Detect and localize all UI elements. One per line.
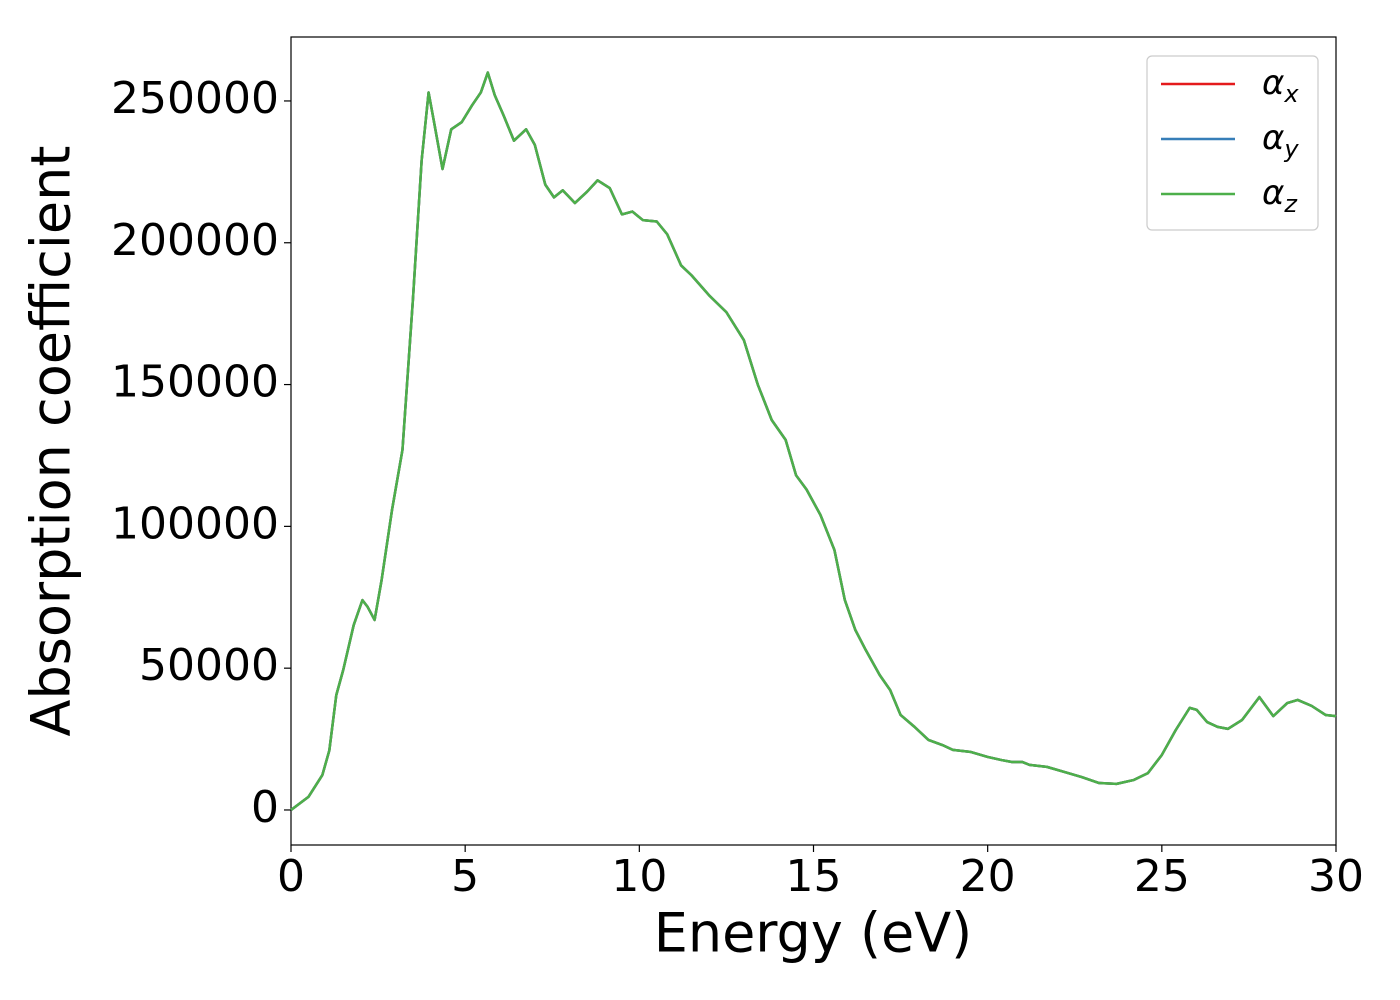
legend-label: αx <box>1262 63 1299 108</box>
legend-label: αz <box>1262 173 1298 218</box>
y-tick-label: 100000 <box>111 498 279 549</box>
series-line <box>290 71 1337 811</box>
y-tick-label: 250000 <box>111 73 279 124</box>
legend-box <box>1146 55 1319 231</box>
y-tick-label: 150000 <box>111 357 279 408</box>
y-tick-label: 200000 <box>111 215 279 266</box>
x-tick-label: 0 <box>277 851 305 902</box>
legend-label: αy <box>1262 118 1299 163</box>
x-tick-label: 25 <box>1134 851 1190 902</box>
x-tick-label: 30 <box>1308 851 1364 902</box>
x-tick-label: 10 <box>611 851 667 902</box>
x-tick-label: 20 <box>960 851 1016 902</box>
y-axis-label: Absorption coefficient <box>20 146 83 737</box>
y-tick-label: 50000 <box>139 640 279 691</box>
x-axis-label: Energy (eV) <box>654 902 973 965</box>
x-tick-label: 15 <box>786 851 842 902</box>
y-tick-label: 0 <box>251 782 279 833</box>
x-tick-label: 5 <box>451 851 479 902</box>
